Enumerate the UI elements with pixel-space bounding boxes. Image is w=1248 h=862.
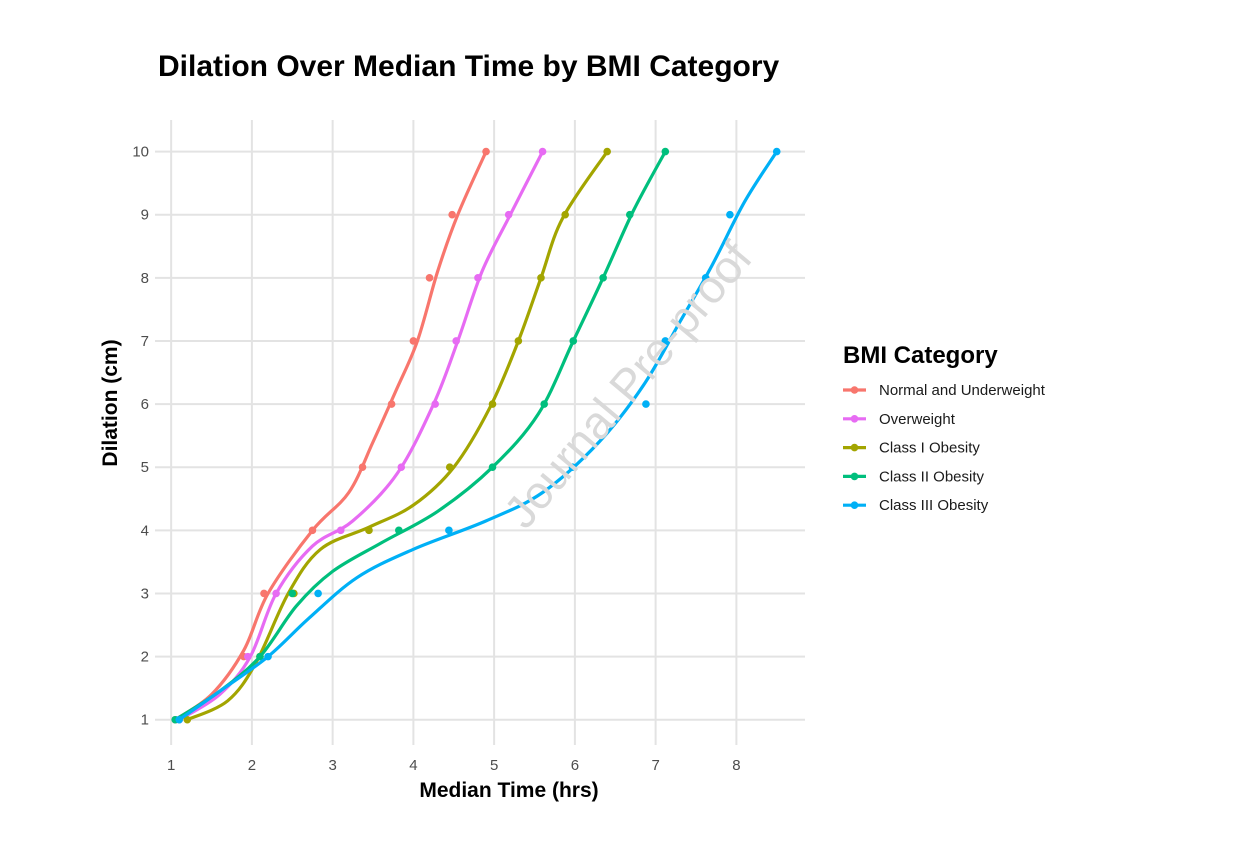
data-point <box>425 274 434 282</box>
data-point <box>537 274 545 282</box>
data-point <box>308 526 317 535</box>
data-point <box>726 210 734 219</box>
y-tick-label: 6 <box>141 396 149 413</box>
data-point <box>482 147 490 156</box>
legend: Normal and Underweight Overweight Class I … <box>843 382 1046 514</box>
y-tick-label: 2 <box>141 649 149 666</box>
y-tick-label: 5 <box>141 459 149 476</box>
x-axis-title: Median Time (hrs) <box>419 779 598 802</box>
legend-item-class-i-obesity: Class I Obesity <box>843 440 980 457</box>
data-point <box>409 337 418 345</box>
y-tick-label: 9 <box>141 207 149 224</box>
y-tick-label: 10 <box>132 144 149 161</box>
data-point <box>183 715 192 724</box>
legend-label: Normal and Underweight <box>879 382 1046 399</box>
data-point <box>387 400 396 408</box>
legend-swatch-point <box>850 386 859 394</box>
y-tick-label: 7 <box>141 333 149 350</box>
data-point <box>701 274 710 282</box>
legend-swatch-point <box>850 443 859 452</box>
x-tick-label: 5 <box>490 757 498 774</box>
data-point <box>431 400 439 408</box>
series-line-normal-and-underweight <box>173 150 488 722</box>
data-point <box>288 589 297 598</box>
data-point <box>256 652 264 661</box>
data-point <box>365 526 373 535</box>
x-tick-label: 7 <box>651 757 659 774</box>
data-point <box>448 210 456 219</box>
data-point <box>599 274 607 282</box>
series-class-i-obesity <box>183 147 611 724</box>
legend-item-class-iii-obesity: Class III Obesity <box>843 497 989 514</box>
x-tick-label: 6 <box>571 757 579 774</box>
legend-label: Class II Obesity <box>879 468 985 485</box>
legend-label: Overweight <box>879 411 956 428</box>
legend-label: Class III Obesity <box>879 497 989 514</box>
legend-item-normal-and-underweight: Normal and Underweight <box>843 382 1046 399</box>
series-line-overweight <box>177 150 545 722</box>
y-axis-ticks: 1 2 3 4 5 6 7 8 9 10 <box>132 144 149 729</box>
data-point <box>661 337 670 345</box>
data-point <box>569 337 578 345</box>
legend-swatch-point <box>850 472 859 481</box>
y-tick-label: 1 <box>141 712 149 729</box>
x-tick-label: 3 <box>328 757 336 774</box>
y-tick-label: 8 <box>141 270 149 287</box>
data-point <box>260 589 268 598</box>
data-point <box>568 463 577 472</box>
data-point <box>358 463 367 472</box>
data-point <box>488 463 497 472</box>
data-point <box>642 400 650 408</box>
y-tick-label: 4 <box>141 522 149 539</box>
series-class-ii-obesity <box>171 147 670 724</box>
data-point <box>264 652 272 661</box>
data-point <box>661 147 670 156</box>
legend-swatch-point <box>850 415 859 423</box>
legend-item-class-ii-obesity: Class II Obesity <box>843 468 985 485</box>
legend-item-overweight: Overweight <box>843 411 956 428</box>
data-point <box>474 274 482 282</box>
data-point <box>445 526 453 535</box>
x-tick-label: 1 <box>167 757 175 774</box>
data-point <box>538 147 547 156</box>
x-tick-label: 4 <box>409 757 417 774</box>
data-point <box>514 337 523 345</box>
data-point <box>336 526 345 535</box>
x-tick-label: 8 <box>732 757 740 774</box>
data-point <box>452 337 460 345</box>
legend-label: Class I Obesity <box>879 440 980 457</box>
y-axis-title: Dilation (cm) <box>99 339 122 466</box>
data-point <box>175 715 184 724</box>
series-line-class-iii-obesity <box>177 150 779 722</box>
data-point <box>540 400 548 408</box>
x-tick-label: 2 <box>248 757 256 774</box>
series-lines <box>171 147 781 724</box>
data-point <box>603 147 611 156</box>
chart-title: Dilation Over Median Time by BMI Categor… <box>158 50 780 83</box>
x-axis-ticks: 1 2 3 4 5 6 7 8 <box>167 757 741 774</box>
data-point <box>314 589 322 598</box>
legend-title: BMI Category <box>843 342 998 369</box>
series-overweight <box>175 147 547 724</box>
legend-swatch-point <box>850 501 859 510</box>
data-point <box>244 652 252 661</box>
data-point <box>272 589 280 598</box>
y-tick-label: 3 <box>141 585 149 602</box>
data-point <box>504 210 513 219</box>
data-point <box>395 526 403 535</box>
data-point <box>445 463 454 472</box>
data-point <box>772 147 781 156</box>
data-point <box>625 210 634 219</box>
data-point <box>397 463 406 472</box>
data-point <box>488 400 497 408</box>
series-class-iii-obesity <box>175 147 781 724</box>
data-point <box>561 210 569 219</box>
series-normal-and-underweight <box>171 147 490 724</box>
